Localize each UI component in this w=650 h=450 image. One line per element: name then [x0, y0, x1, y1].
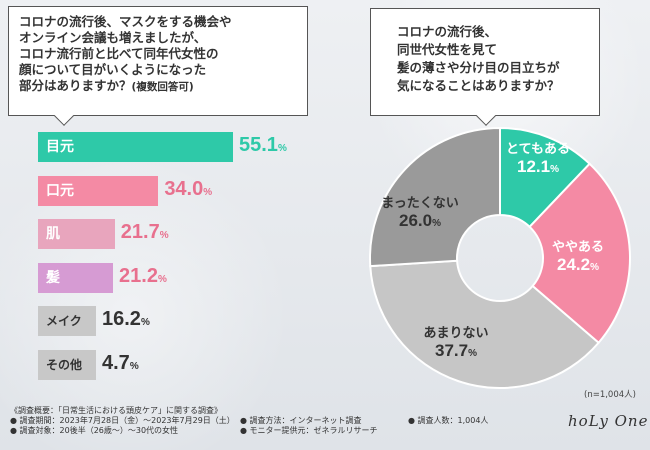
donut-slice-value: 37.7%: [435, 341, 477, 360]
bar-value-label: 21.2%: [119, 265, 167, 288]
question-left-line-3: コロナ流行前と比べて同年代女性の: [19, 46, 219, 61]
donut-value-unit: %: [468, 348, 477, 359]
bar-value-number: 4.7: [102, 351, 130, 374]
question-right-line-3: 髪の薄さや分け目の目立ちが: [397, 60, 560, 75]
donut-value-unit: %: [432, 218, 441, 229]
question-left-line-1: コロナの流行後、マスクをする機会や: [19, 14, 232, 29]
donut-value-number: 12.1: [517, 157, 551, 176]
donut-slice-label: まったくない 26.0%: [375, 192, 465, 231]
survey-provider: ● モニター提供元：ゼネラルリサーチ: [240, 426, 378, 435]
bar-5: その他: [38, 349, 96, 380]
bar-value-label: 21.7%: [121, 221, 169, 244]
donut-slice-3: [369, 126, 501, 268]
donut-slice-name: あまりない: [423, 326, 489, 341]
donut-slice-label: ややある 24.2%: [533, 236, 623, 275]
donut-value-unit: %: [550, 164, 559, 175]
footer-col-2: ● 調査方法：インターネット調査 ● モニター提供元：ゼネラルリサーチ: [240, 416, 378, 436]
donut-slice-value: 26.0%: [399, 211, 441, 230]
question-left-note: (複数回答可): [131, 81, 194, 93]
question-right-line-1: コロナの流行後、: [397, 24, 498, 39]
bar-value-number: 16.2: [102, 308, 141, 330]
sample-size-note: (n=1,004人): [584, 390, 636, 400]
bar-value-unit: %: [157, 273, 167, 285]
footer-col-3: ● 調査人数：1,004人: [408, 416, 488, 426]
bar-value-unit: %: [277, 143, 287, 154]
bar-value-unit: %: [203, 186, 213, 198]
survey-target: ● 調査対象：20後半（26歳〜）〜30代の女性: [10, 426, 179, 435]
survey-title: 《調査概要：「日常生活における頭皮ケア」に関する調査》: [10, 406, 222, 415]
question-left-line-5: 部分はありますか？(複数回答可): [19, 78, 297, 95]
bar-0: 目元: [38, 132, 233, 162]
bar-value-label: 16.2%: [102, 308, 150, 331]
donut-value-unit: %: [590, 262, 599, 273]
donut-slice-name: ややある: [551, 240, 604, 255]
brand-logo: hoLy One: [568, 412, 649, 430]
bar-value-label: 55.1%: [239, 134, 287, 157]
bar-value-label: 4.7%: [102, 352, 139, 375]
donut-slice-1: [528, 162, 631, 345]
question-right-bubble: コロナの流行後、 同世代女性を見て 髪の薄さや分け目の目立ちが 気になることはあ…: [370, 8, 600, 126]
bar-2: 肌: [38, 219, 115, 249]
question-right-line-2: 同世代女性を見て: [397, 42, 498, 57]
bar-value-unit: %: [159, 230, 169, 241]
donut-slice-2: [369, 259, 600, 389]
bar-1: 口元: [38, 175, 159, 206]
bar-value-unit: %: [140, 317, 150, 328]
donut-slice-label: とてもある 12.1%: [493, 138, 583, 177]
donut-slice-value: 24.2%: [557, 255, 599, 274]
survey-method: ● 調査方法：インターネット調査: [240, 416, 362, 425]
donut-slice-label: あまりない 37.7%: [411, 322, 501, 361]
bar-value-number: 34.0: [164, 177, 204, 200]
bar-value-number: 21.7: [120, 221, 160, 243]
bar-value-unit: %: [129, 360, 139, 372]
donut-value-number: 24.2: [557, 255, 591, 274]
bar-3: 髪: [38, 262, 114, 293]
donut-slice-name: まったくない: [381, 196, 459, 211]
question-left-line-4: 顔について目がいくようになった: [19, 62, 207, 77]
donut-value-number: 26.0: [399, 211, 433, 230]
donut-slice-name: とてもある: [506, 142, 570, 157]
question-left-last-line: 部分はありますか？: [19, 78, 132, 93]
donut-slice-0: [499, 126, 591, 229]
footer-col-1: 《調査概要：「日常生活における頭皮ケア」に関する調査》 ● 調査期間：2023年…: [10, 406, 235, 436]
donut-slice-value: 12.1%: [517, 157, 559, 176]
bar-value-number: 21.2: [119, 264, 158, 287]
donut-value-number: 37.7: [435, 341, 469, 360]
survey-count: ● 調査人数：1,004人: [408, 416, 489, 425]
bar-value-label: 34.0%: [164, 178, 212, 201]
bar-value-number: 55.1: [239, 134, 278, 156]
bar-4: メイク: [38, 306, 96, 336]
question-right-line-4: 気になることはありますか？: [397, 78, 560, 93]
question-left-bubble: コロナの流行後、マスクをする機会や オンライン会議も増えましたが、 コロナ流行前…: [8, 6, 308, 126]
survey-period: ● 調査期間：2023年7月28日（金）〜2023年7月29日（土）: [10, 416, 235, 425]
question-left-line-2: オンライン会議も増えましたが、: [19, 30, 207, 45]
